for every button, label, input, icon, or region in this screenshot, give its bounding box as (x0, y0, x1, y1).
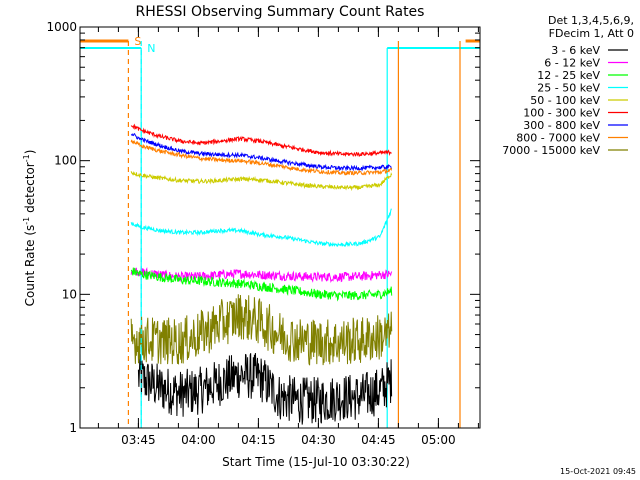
legend-label: 100 - 300 keV (523, 107, 600, 120)
series-line (130, 123, 392, 158)
x-tick-label: 04:00 (181, 433, 216, 447)
y-tick-label: 1 (69, 421, 77, 435)
legend-header-line-1: Det 1,3,4,5,6,9, (548, 14, 634, 27)
series-line (130, 208, 392, 248)
y-tick-label: 100 (54, 154, 77, 168)
plot-frame (79, 26, 481, 429)
y-tick-label: 1000 (46, 20, 77, 34)
legend-label: 6 - 12 keV (544, 57, 600, 70)
series-line (130, 132, 393, 172)
x-axis-label: Start Time (15-Jul-10 03:30:22) (222, 455, 410, 469)
flag-marker-label: S (134, 35, 141, 48)
legend-label: 50 - 100 keV (530, 94, 600, 107)
x-tick-label: 04:45 (361, 433, 396, 447)
footer-date: 15-Oct-2021 09:45 (560, 467, 636, 476)
y-axis-label: Count Rate (s-1 detector-1) (22, 150, 37, 307)
x-tick-label: 04:15 (241, 433, 276, 447)
legend-label: 25 - 50 keV (537, 82, 600, 95)
flag-spans (80, 39, 480, 428)
x-tick-label: 05:00 (421, 433, 456, 447)
series-line (137, 352, 393, 425)
series-line (130, 294, 393, 366)
legend-header-line-2: FDecim 1, Att 0 (549, 27, 634, 40)
series-line (130, 171, 393, 192)
flag-markers: SN (127, 35, 461, 428)
series-lines (130, 123, 393, 425)
legend-label: 800 - 7000 keV (516, 132, 600, 145)
legend-label: 12 - 25 keV (537, 69, 600, 82)
flag-marker-label: N (147, 42, 155, 55)
legend-label: 7000 - 15000 keV (502, 144, 600, 157)
series-line (130, 139, 393, 176)
series-line (130, 267, 393, 302)
x-tick-label: 04:30 (301, 433, 336, 447)
axis-ticks: 1 10 100 1000 03:45 04:00 04:15 04:30 04:45 05:00 (46, 20, 480, 447)
y-tick-label: 10 (62, 287, 77, 301)
x-tick-label: 03:45 (121, 433, 156, 447)
legend-label: 300 - 800 keV (523, 119, 600, 132)
chart-title: RHESSI Observing Summary Count Rates (136, 4, 425, 20)
legend-label: 3 - 6 keV (551, 44, 600, 57)
legend: Det 1,3,4,5,6,9, FDecim 1, Att 0 3 - 6 k… (502, 14, 634, 157)
